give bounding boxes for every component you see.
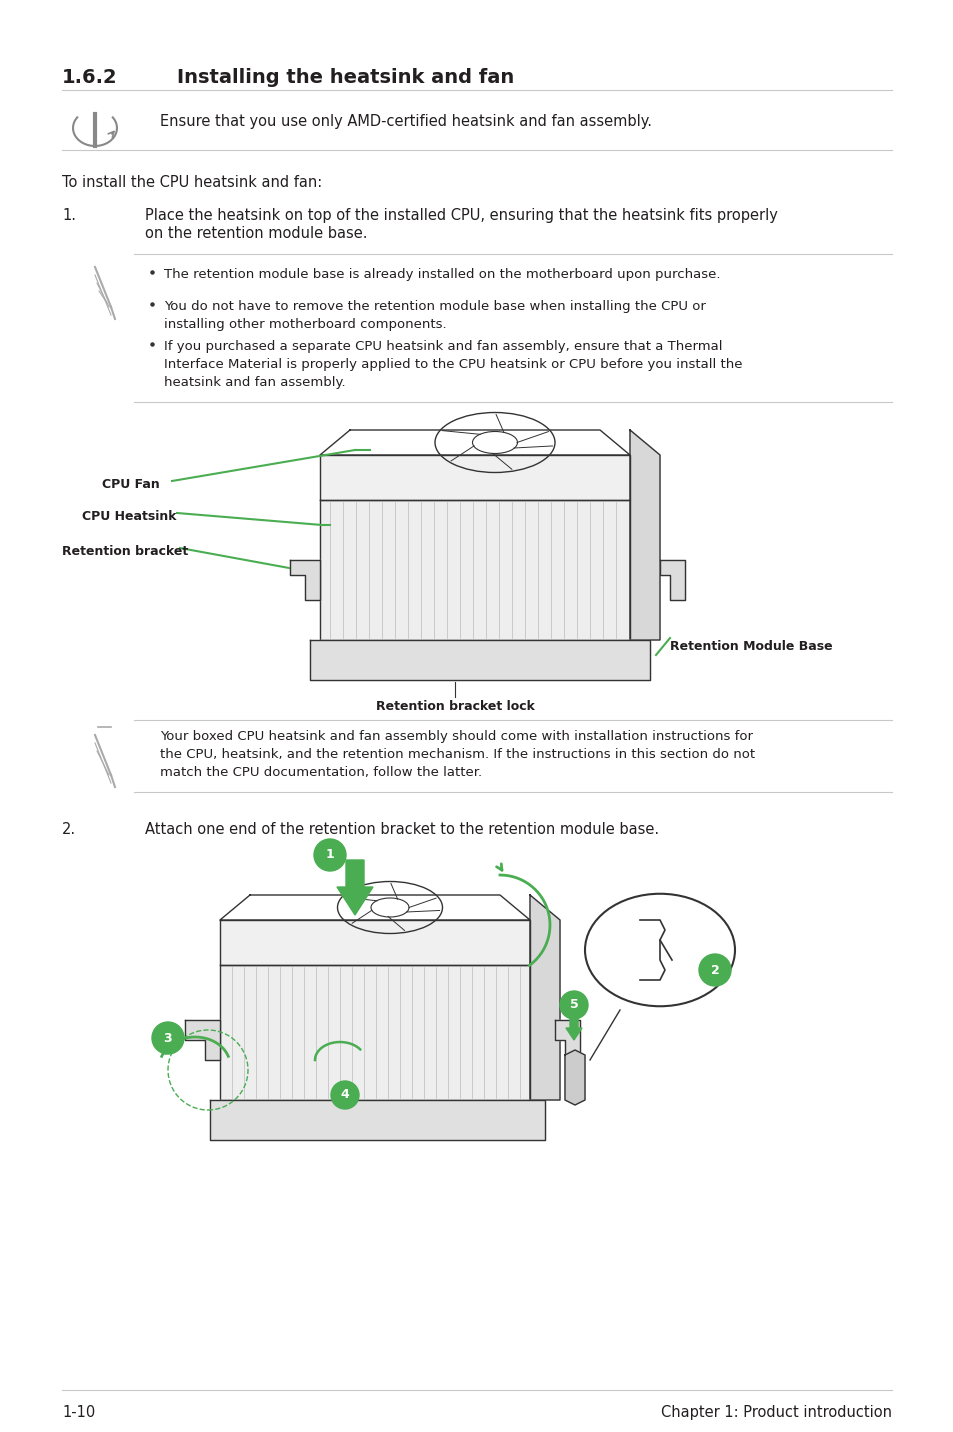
Polygon shape	[629, 430, 659, 640]
Text: 1.6.2: 1.6.2	[62, 67, 117, 87]
Polygon shape	[530, 895, 559, 1100]
Text: match the CPU documentation, follow the latter.: match the CPU documentation, follow the …	[160, 766, 481, 779]
Text: Chapter 1: Product introduction: Chapter 1: Product introduction	[660, 1405, 891, 1421]
Circle shape	[699, 954, 730, 987]
Text: Interface Material is properly applied to the CPU heatsink or CPU before you ins: Interface Material is properly applied t…	[164, 358, 741, 371]
FancyArrow shape	[336, 861, 373, 915]
Polygon shape	[319, 500, 629, 640]
Polygon shape	[290, 560, 319, 600]
Polygon shape	[185, 1020, 220, 1060]
Text: Ensure that you use only AMD-certified heatsink and fan assembly.: Ensure that you use only AMD-certified h…	[160, 115, 651, 129]
Circle shape	[331, 1081, 358, 1108]
Text: 1.: 1.	[62, 208, 76, 223]
Text: 4: 4	[340, 1088, 349, 1101]
Text: on the retention module base.: on the retention module base.	[145, 226, 367, 241]
Text: Retention bracket lock: Retention bracket lock	[375, 700, 534, 713]
Text: CPU Heatsink: CPU Heatsink	[82, 510, 176, 523]
Circle shape	[152, 1022, 184, 1054]
Text: 5: 5	[569, 998, 578, 1011]
Text: To install the CPU heatsink and fan:: To install the CPU heatsink and fan:	[62, 175, 322, 190]
Text: You do not have to remove the retention module base when installing the CPU or: You do not have to remove the retention …	[164, 299, 705, 314]
Text: CPU Fan: CPU Fan	[102, 478, 159, 491]
Polygon shape	[220, 919, 530, 965]
Polygon shape	[210, 1100, 544, 1140]
Text: Installing the heatsink and fan: Installing the heatsink and fan	[177, 67, 514, 87]
Polygon shape	[319, 455, 629, 500]
Text: 1-10: 1-10	[62, 1405, 95, 1421]
Text: 3: 3	[164, 1031, 172, 1044]
Text: The retention module base is already installed on the motherboard upon purchase.: The retention module base is already ins…	[164, 268, 720, 281]
Text: Attach one end of the retention bracket to the retention module base.: Attach one end of the retention bracket …	[145, 822, 659, 836]
Text: 1: 1	[325, 849, 334, 862]
Polygon shape	[555, 1020, 579, 1060]
Text: Retention bracket: Retention bracket	[62, 546, 188, 558]
Circle shape	[559, 991, 587, 1020]
Text: Place the heatsink on top of the installed CPU, ensuring that the heatsink fits : Place the heatsink on top of the install…	[145, 208, 777, 223]
Text: Retention Module Base: Retention Module Base	[669, 640, 832, 653]
Polygon shape	[564, 1050, 584, 1106]
Text: Your boxed CPU heatsink and fan assembly should come with installation instructi: Your boxed CPU heatsink and fan assembly…	[160, 730, 752, 743]
Text: If you purchased a separate CPU heatsink and fan assembly, ensure that a Thermal: If you purchased a separate CPU heatsink…	[164, 339, 721, 354]
FancyArrow shape	[565, 1018, 581, 1040]
Text: heatsink and fan assembly.: heatsink and fan assembly.	[164, 377, 345, 390]
Polygon shape	[310, 640, 649, 680]
Text: installing other motherboard components.: installing other motherboard components.	[164, 318, 446, 331]
Polygon shape	[659, 560, 684, 600]
Circle shape	[314, 839, 346, 871]
Text: 2.: 2.	[62, 822, 76, 836]
Polygon shape	[220, 965, 530, 1100]
Text: 2: 2	[710, 964, 719, 977]
Text: the CPU, heatsink, and the retention mechanism. If the instructions in this sect: the CPU, heatsink, and the retention mec…	[160, 748, 755, 760]
